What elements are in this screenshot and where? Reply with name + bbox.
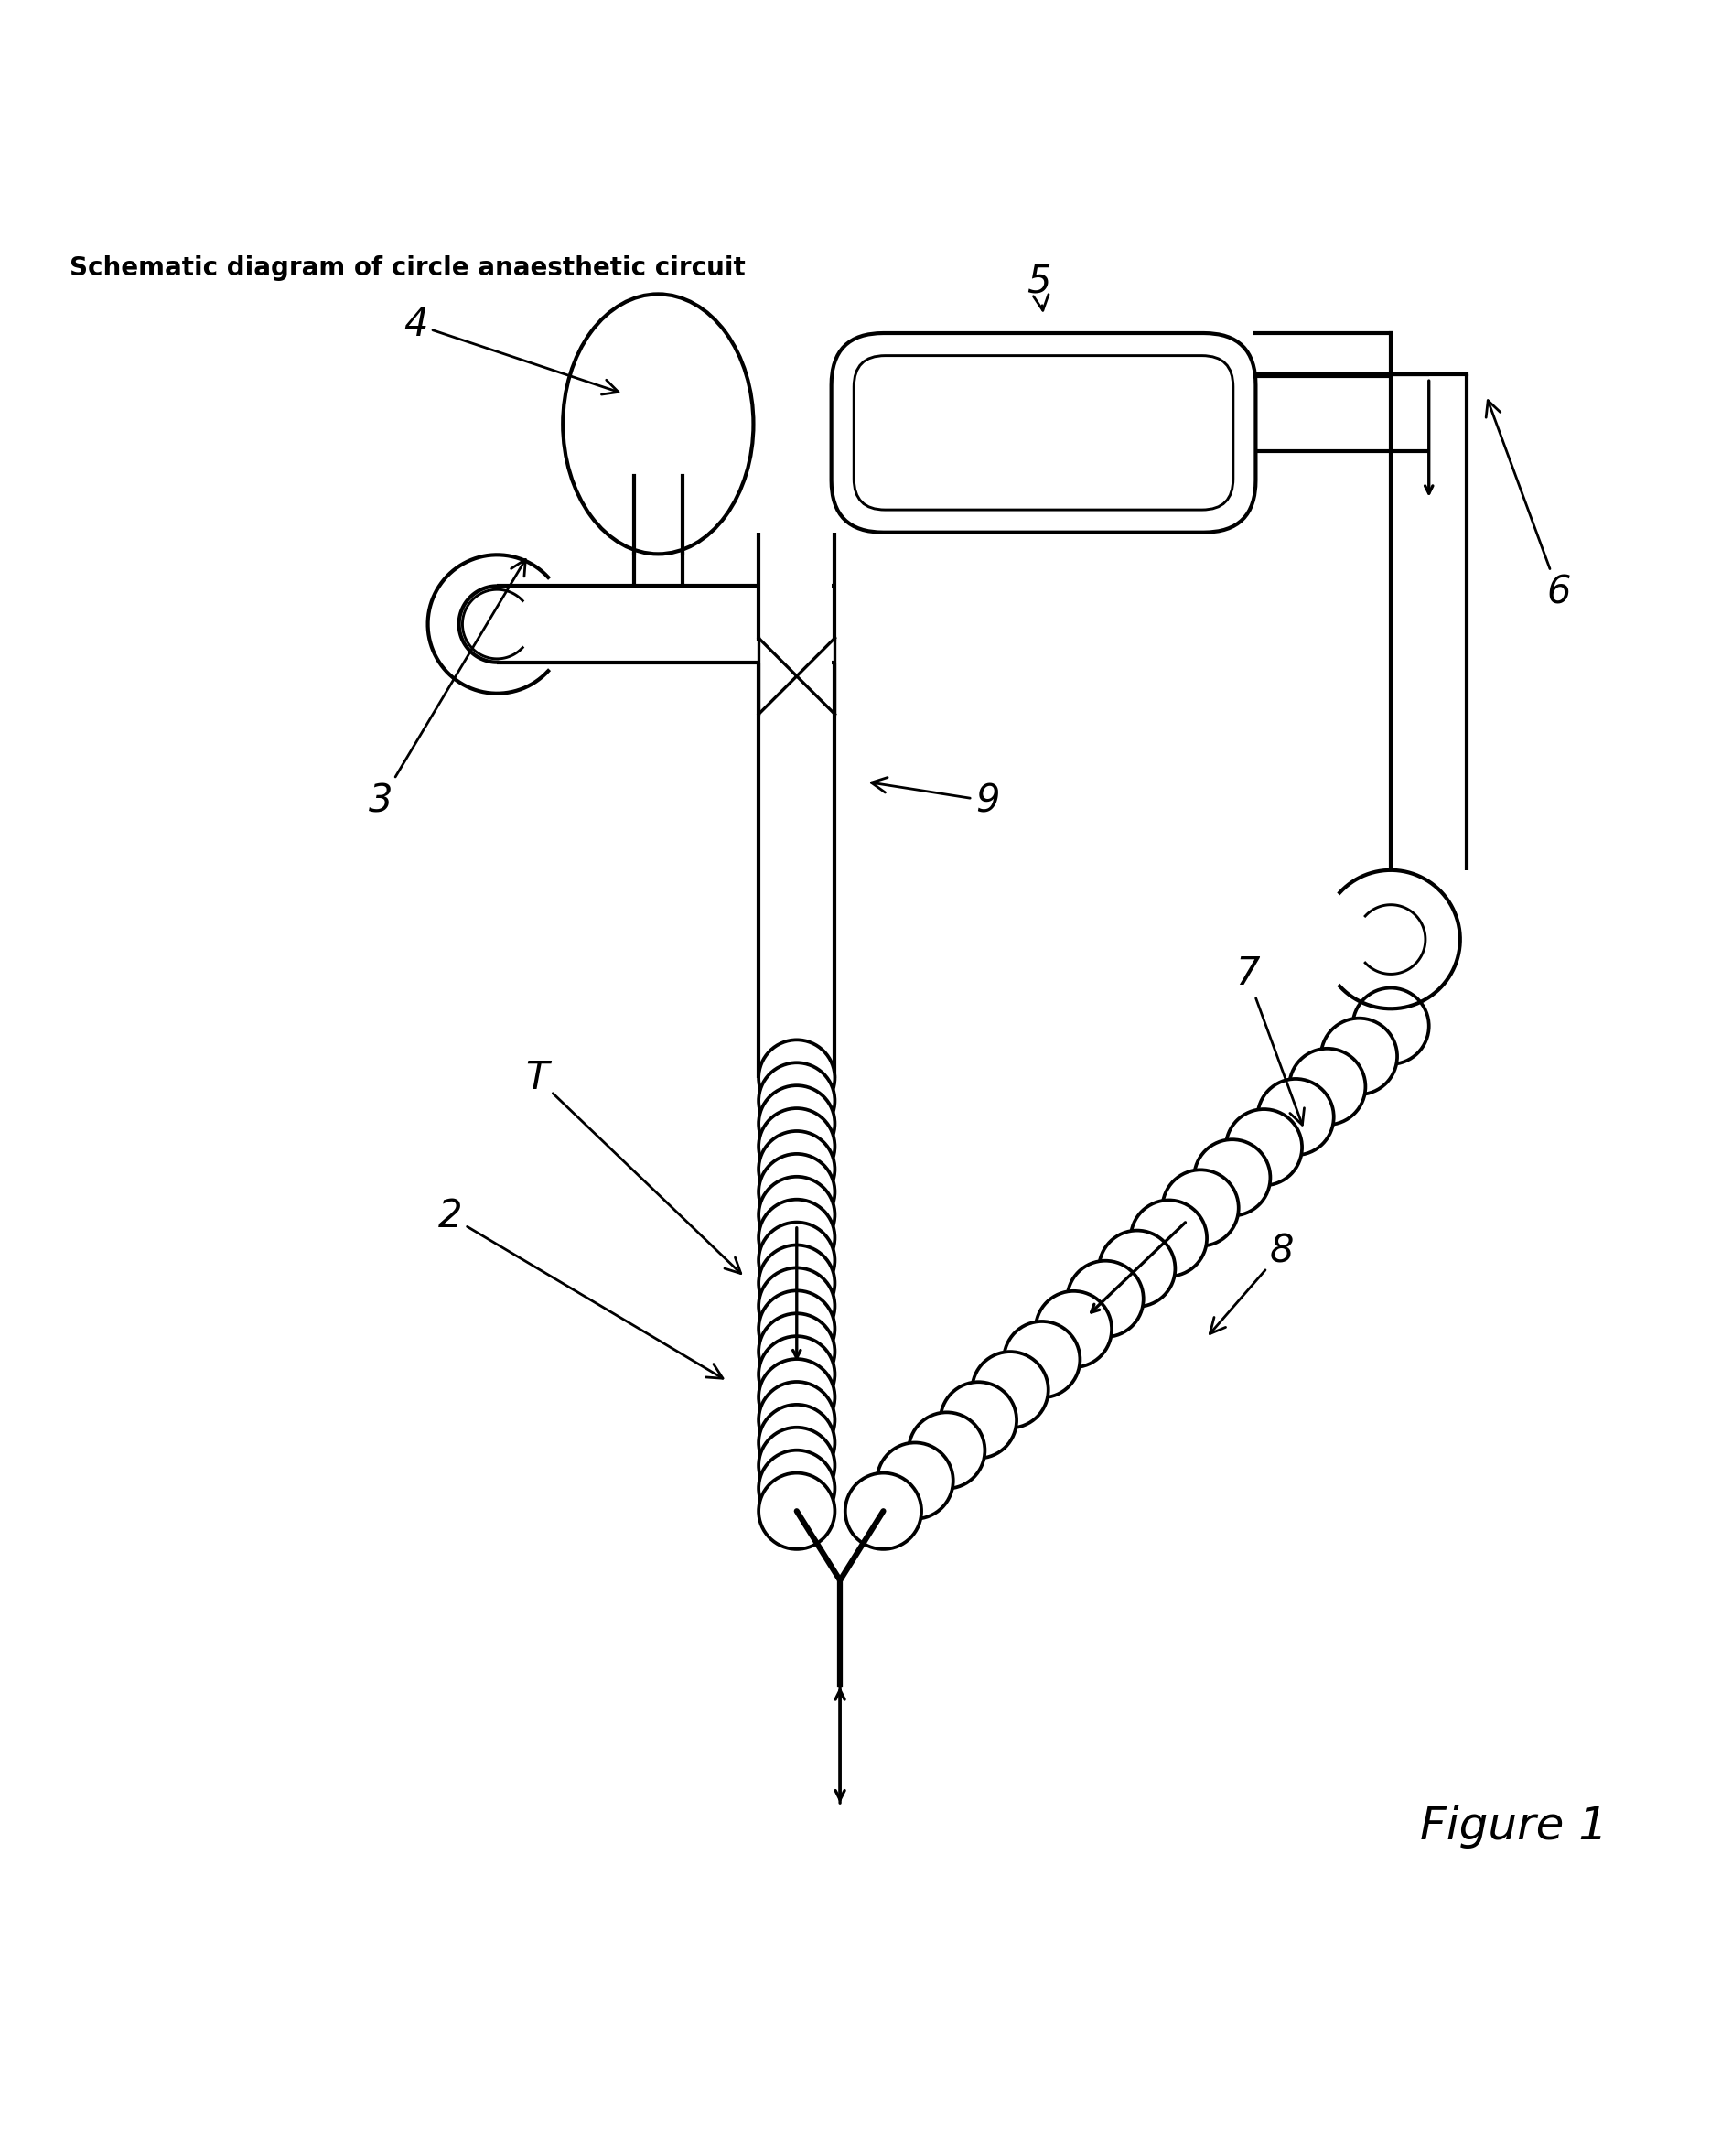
Circle shape bbox=[909, 1412, 986, 1488]
Circle shape bbox=[759, 1039, 835, 1117]
Circle shape bbox=[1322, 1018, 1398, 1095]
Circle shape bbox=[1162, 1171, 1238, 1246]
Text: Schematic diagram of circle anaesthetic circuit: Schematic diagram of circle anaesthetic … bbox=[69, 254, 745, 280]
Circle shape bbox=[1257, 1078, 1334, 1156]
Text: 3: 3 bbox=[369, 558, 525, 819]
Circle shape bbox=[759, 1451, 835, 1526]
Circle shape bbox=[940, 1382, 1017, 1457]
Circle shape bbox=[759, 1244, 835, 1322]
Circle shape bbox=[972, 1352, 1048, 1427]
Circle shape bbox=[759, 1084, 835, 1162]
Circle shape bbox=[759, 1063, 835, 1138]
Circle shape bbox=[759, 1404, 835, 1481]
Circle shape bbox=[1193, 1141, 1270, 1216]
Circle shape bbox=[876, 1442, 953, 1518]
Text: 2: 2 bbox=[438, 1197, 722, 1378]
Circle shape bbox=[759, 1177, 835, 1253]
Circle shape bbox=[759, 1132, 835, 1207]
Circle shape bbox=[1067, 1261, 1143, 1337]
Text: Figure 1: Figure 1 bbox=[1420, 1805, 1607, 1850]
Circle shape bbox=[1289, 1048, 1365, 1125]
Circle shape bbox=[1100, 1231, 1174, 1307]
Circle shape bbox=[759, 1358, 835, 1436]
Circle shape bbox=[1036, 1291, 1112, 1367]
Circle shape bbox=[759, 1473, 835, 1550]
Text: 4: 4 bbox=[404, 306, 618, 395]
Circle shape bbox=[759, 1199, 835, 1276]
Circle shape bbox=[759, 1222, 835, 1298]
Circle shape bbox=[759, 1291, 835, 1367]
Text: 8: 8 bbox=[1211, 1231, 1294, 1335]
Circle shape bbox=[1131, 1201, 1207, 1276]
Circle shape bbox=[1353, 987, 1429, 1065]
Circle shape bbox=[759, 1427, 835, 1503]
Text: 9: 9 bbox=[871, 778, 999, 819]
Circle shape bbox=[759, 1382, 835, 1457]
Circle shape bbox=[759, 1108, 835, 1184]
Text: T: T bbox=[525, 1059, 741, 1274]
Circle shape bbox=[759, 1313, 835, 1391]
Text: 7: 7 bbox=[1235, 955, 1304, 1125]
Circle shape bbox=[759, 1153, 835, 1231]
Circle shape bbox=[1005, 1322, 1081, 1397]
Circle shape bbox=[759, 1337, 835, 1412]
Circle shape bbox=[845, 1473, 921, 1550]
Text: 5: 5 bbox=[1027, 261, 1051, 310]
Text: 6: 6 bbox=[1486, 401, 1571, 612]
Circle shape bbox=[1226, 1108, 1302, 1186]
Circle shape bbox=[759, 1268, 835, 1343]
